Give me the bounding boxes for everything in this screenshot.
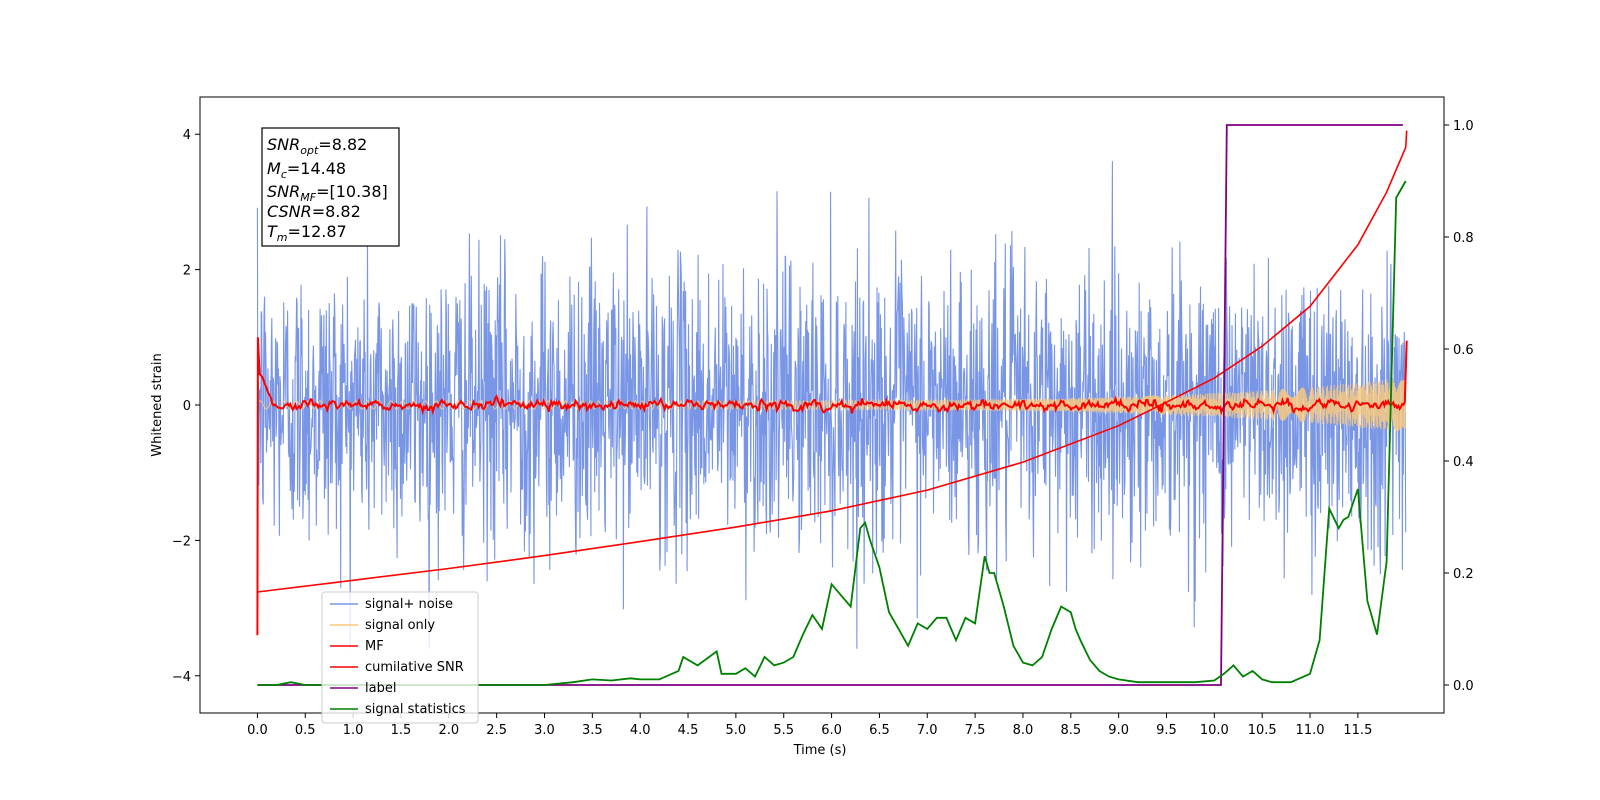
x-tick-label: 9.5 <box>1156 723 1177 738</box>
y2-tick-label: 0.6 <box>1453 343 1474 358</box>
x-tick-label: 10.0 <box>1200 723 1229 738</box>
series-mf <box>256 337 1408 636</box>
series-layer <box>256 124 1408 686</box>
y-tick-label: 0 <box>183 399 191 414</box>
legend-item-signal-statistics: signal statistics <box>330 702 466 717</box>
x-tick-label: 4.5 <box>678 723 699 738</box>
series-cumilative-snr <box>257 130 1408 593</box>
svg-text:signal statistics: signal statistics <box>365 702 466 717</box>
x-tick-label: 4.0 <box>630 723 651 738</box>
y-tick-label: −2 <box>172 534 191 549</box>
y-tick-label: −4 <box>172 670 191 685</box>
x-tick-label: 8.5 <box>1060 723 1081 738</box>
y2-tick-label: 1.0 <box>1453 119 1474 134</box>
x-tick-label: 0.5 <box>295 723 316 738</box>
x-tick-label: 3.0 <box>534 723 555 738</box>
y2-tick-label: 0.8 <box>1453 231 1474 246</box>
x-tick-label: 5.0 <box>726 723 747 738</box>
x-tick-label: 2.0 <box>438 723 459 738</box>
y2-tick-label: 0.4 <box>1453 455 1474 470</box>
x-axis-label: Time (s) <box>793 743 847 758</box>
y-tick-label: 2 <box>183 264 191 279</box>
legend: signal+ noise signal only MF cumilative … <box>321 591 479 724</box>
y2-tick-label: 0.2 <box>1453 567 1474 582</box>
x-axis: 0.0 0.5 1.0 1.5 2.0 2.5 3.0 3.5 4.0 4.5 5.0 5.5 6.0 6… <box>247 713 1372 738</box>
series-signal-noise <box>256 161 1407 649</box>
x-tick-label: 10.5 <box>1248 723 1277 738</box>
x-tick-label: 2.5 <box>486 723 507 738</box>
svg-text:signal only: signal only <box>365 618 435 633</box>
y-axis-right: 1.0 0.8 0.6 0.4 0.2 0.0 <box>1444 119 1474 694</box>
y-axis-left: 4 2 0 −2 −4 <box>172 128 200 685</box>
legend-item-mf: MF <box>330 639 384 654</box>
x-tick-label: 8.0 <box>1013 723 1034 738</box>
svg-text:label: label <box>365 681 396 696</box>
y-tick-label: 4 <box>183 128 191 143</box>
info-tm: Tm=12.87 <box>267 222 347 244</box>
info-snr-mf: SNRMF=[10.38] <box>267 182 388 204</box>
y2-tick-label: 0.0 <box>1453 679 1474 694</box>
x-tick-label: 7.0 <box>917 723 938 738</box>
info-snr-opt: SNRopt=8.82 <box>267 135 367 157</box>
legend-item-label: label <box>330 681 396 696</box>
x-tick-label: 7.5 <box>965 723 986 738</box>
x-tick-label: 11.0 <box>1296 723 1325 738</box>
x-tick-label: 11.5 <box>1343 723 1372 738</box>
info-box: SNRopt=8.82 Mc=14.48 SNRMF=[10.38] CSNR=… <box>261 127 400 247</box>
legend-item-signal-only: signal only <box>330 618 435 633</box>
svg-text:MF: MF <box>365 639 384 654</box>
svg-text:cumilative SNR: cumilative SNR <box>365 660 464 675</box>
x-tick-label: 5.5 <box>773 723 794 738</box>
series-label <box>257 124 1403 686</box>
x-tick-label: 9.0 <box>1108 723 1129 738</box>
svg-text:signal+ noise: signal+ noise <box>365 597 453 612</box>
info-csnr: CSNR=8.82 <box>267 202 361 221</box>
y-axis-label: Whitened strain <box>150 353 165 456</box>
x-tick-label: 1.0 <box>343 723 364 738</box>
x-tick-label: 0.0 <box>247 723 268 738</box>
x-tick-label: 6.0 <box>821 723 842 738</box>
info-mc: Mc=14.48 <box>267 159 346 181</box>
x-tick-label: 6.5 <box>869 723 890 738</box>
x-tick-label: 1.5 <box>391 723 412 738</box>
series-signal-statistics <box>257 180 1407 686</box>
x-tick-label: 3.5 <box>582 723 603 738</box>
legend-item-signal-noise: signal+ noise <box>330 597 453 612</box>
legend-item-cumilative-snr: cumilative SNR <box>330 660 464 675</box>
